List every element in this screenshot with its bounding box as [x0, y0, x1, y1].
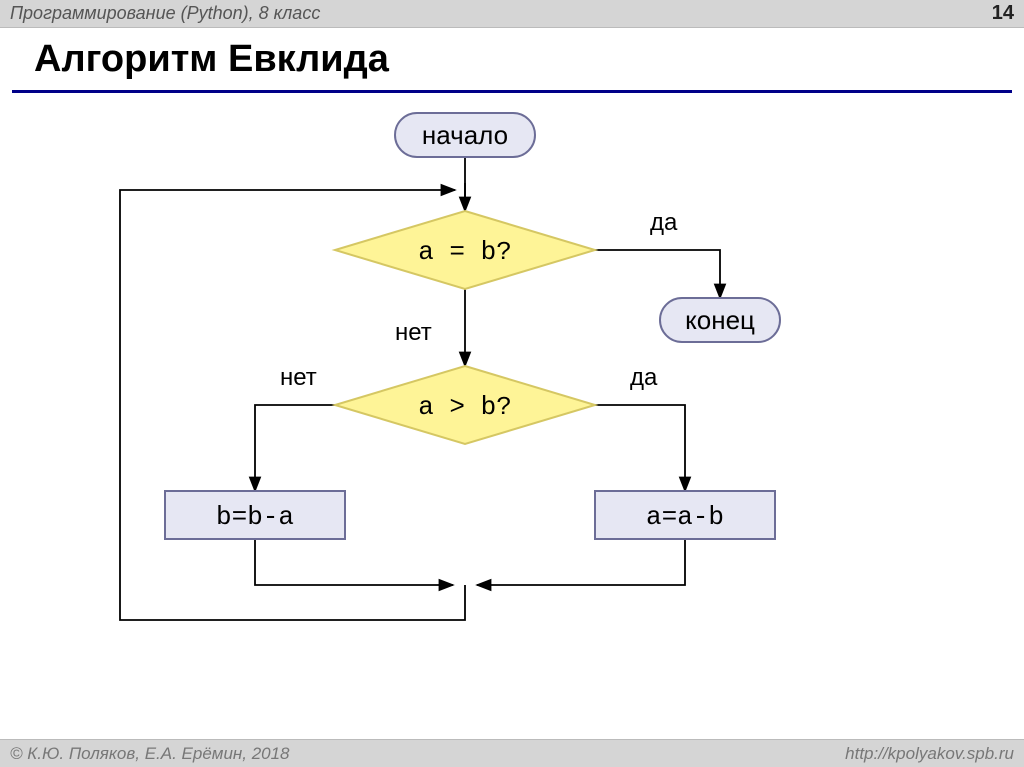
edge [595, 405, 685, 491]
edge-label: нет [395, 319, 432, 346]
footer-bar: © К.Ю. Поляков, Е.А. Ерёмин, 2018 http:/… [0, 739, 1024, 767]
course-label: Программирование (Python), 8 класс [10, 3, 320, 24]
node-label-d2: a > b? [418, 392, 512, 422]
header-bar: Программирование (Python), 8 класс 14 [0, 0, 1024, 28]
edge-label: нет [280, 364, 317, 391]
flowchart-svg: нет да нет да начало a = b? a > b? b=b-a a=a-b ко… [0, 95, 1024, 735]
edge [477, 539, 685, 585]
flowchart-canvas: нет да нет да начало a = b? a > b? b=b-a a=a-b ко… [0, 95, 1024, 735]
footer-url: http://kpolyakov.spb.ru [845, 744, 1014, 764]
node-label-end: конец [685, 305, 755, 335]
edge [255, 405, 335, 491]
page-number: 14 [992, 2, 1014, 25]
title-underline [12, 90, 1012, 93]
node-label-start: начало [422, 120, 508, 150]
edge [255, 539, 453, 585]
node-label-p_l: b=b-a [216, 502, 294, 532]
copyright-label: © К.Ю. Поляков, Е.А. Ерёмин, 2018 [10, 744, 290, 764]
edge [595, 250, 720, 298]
edge-label: да [630, 364, 658, 391]
node-label-d1: a = b? [418, 237, 512, 267]
edge-label: да [650, 209, 678, 236]
slide-title: Алгоритм Евклида [34, 38, 389, 81]
node-label-p_r: a=a-b [646, 502, 724, 532]
